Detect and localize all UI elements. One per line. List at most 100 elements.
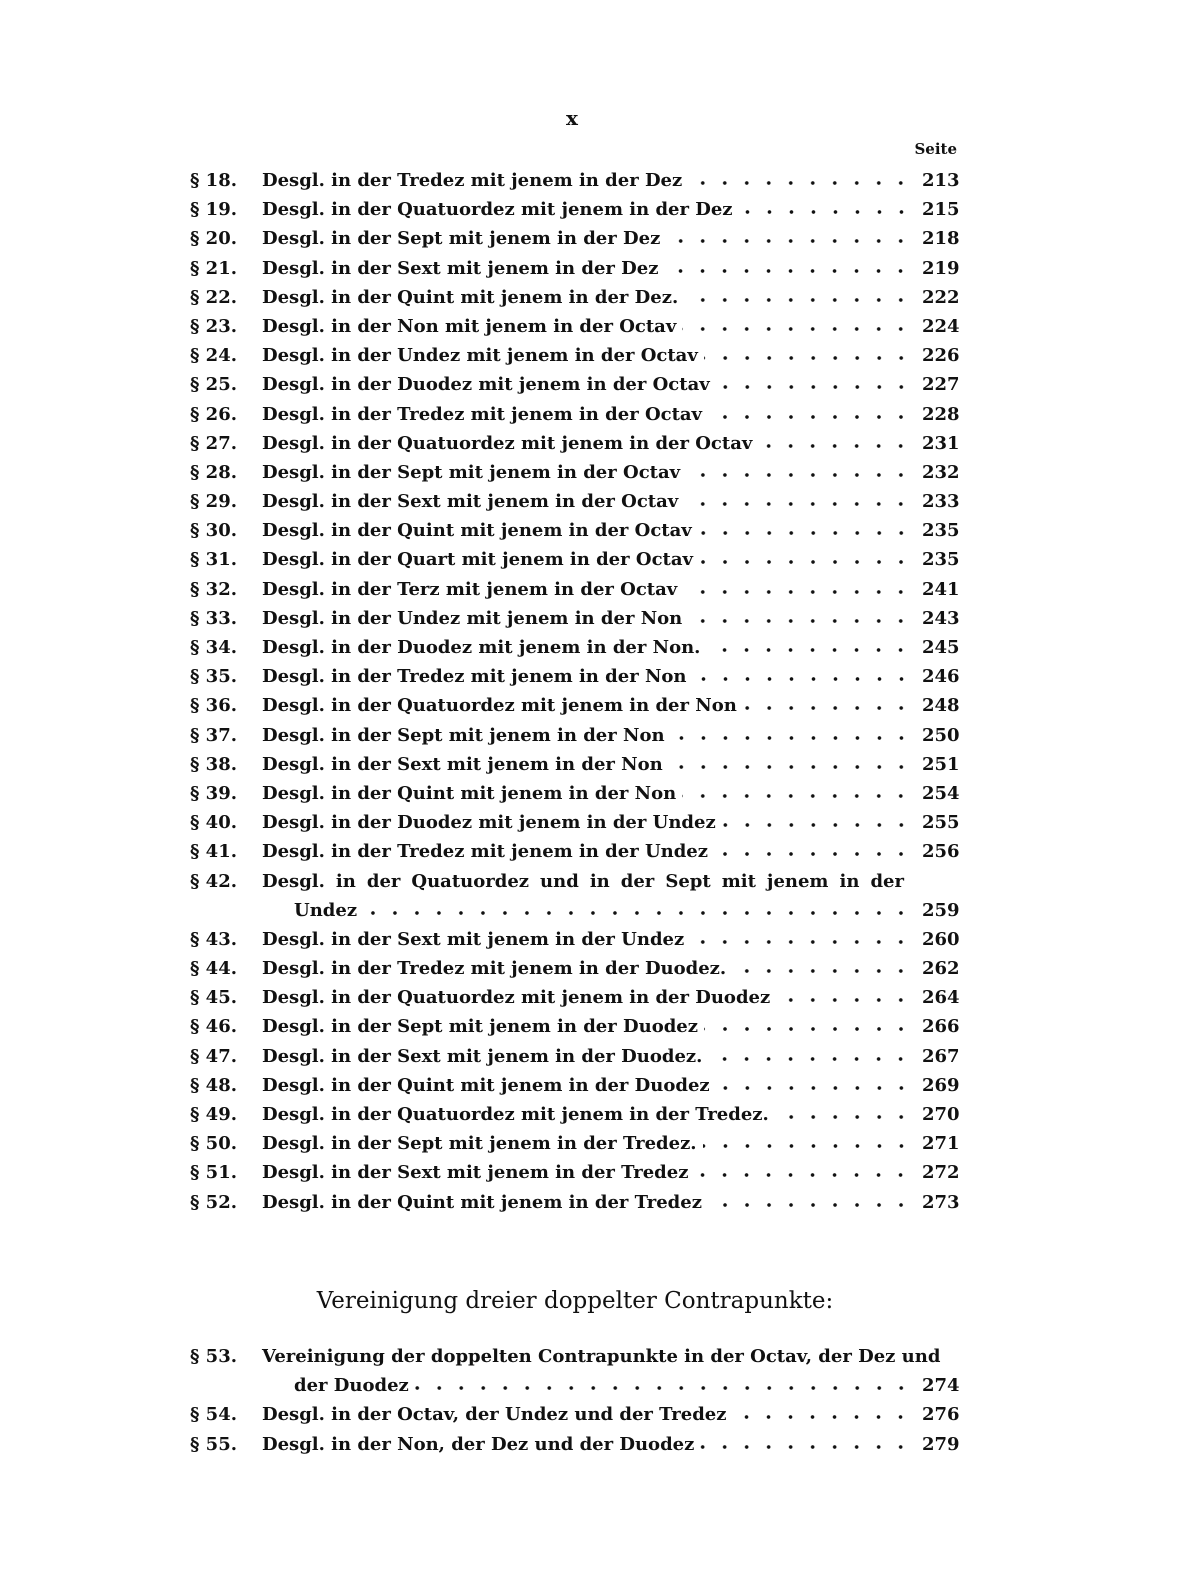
entry-title: Desgl. in der Sept mit jenem in der Tred… [262,1133,697,1155]
entry-title: Desgl. in der Undez mit jenem in der Non [262,607,683,629]
section-number: § 46. [190,1016,237,1038]
toc-entry: § 38. Desgl. in der Sext mit jenem in der… [190,750,960,779]
entry-title: Desgl. in der Tredez mit jenem in der Oc… [262,403,703,425]
toc-entry: § 29. Desgl. in der Sext mit jenem in der… [190,487,960,516]
section-number: § 41. [190,841,237,863]
dot-leader [363,909,912,916]
section-number: § 40. [190,812,237,834]
page-number-ref: 241 [922,578,960,600]
dot-leader [682,792,912,799]
page-number-ref: 266 [922,1016,960,1038]
entry-title: Desgl. in der Quint mit jenem in der Tre… [262,1191,702,1213]
page-number-ref: 273 [922,1191,960,1213]
dot-leader [686,471,912,478]
page-number-ref: 279 [922,1433,960,1455]
page-number-ref: 215 [922,199,960,221]
entry-title: Desgl. in der Non, der Dez und der Duode… [262,1433,695,1455]
toc-entry-continuation: der Duodez 274 [190,1371,960,1400]
page-number-ref: 276 [922,1404,960,1426]
page-number-ref: 227 [922,374,960,396]
dot-leader [703,355,912,362]
entry-title: Desgl. in der Quatuordez mit jenem in de… [262,1104,769,1125]
section-number: § 51. [190,1162,237,1184]
entry-title: Desgl. in der Quatuordez mit jenem in de… [262,695,737,717]
toc-entry: § 24. Desgl. in der Undez mit jenem in de… [190,341,960,370]
page-number-ref: 245 [922,637,960,658]
section-number: § 21. [190,257,237,279]
toc-entry: § 50. Desgl. in der Sept mit jenem in der… [190,1129,960,1158]
section-number: § 38. [190,753,237,775]
toc-entry: § 20. Desgl. in der Sept mit jenem in der… [190,224,960,253]
entry-title: Desgl. in der Quint mit jenem in der Oct… [262,520,692,542]
page-number-ref: 264 [922,987,960,1009]
dot-leader [683,588,912,595]
page-number: x [566,106,578,130]
entry-title: Desgl. in der Tredez mit jenem in der Un… [262,841,708,863]
toc-entry: § 22. Desgl. in der Quint mit jenem in de… [190,283,960,312]
entry-title: Desgl. in der Non mit jenem in der Octav [262,315,677,337]
dot-leader [715,384,912,391]
toc-entry: § 34. Desgl. in der Duodez mit jenem in d… [190,633,960,662]
toc-entry: § 44. Desgl. in der Tredez mit jenem in d… [190,954,960,983]
toc-entry: § 35. Desgl. in der Tredez mit jenem in d… [190,662,960,691]
section-heading: Vereinigung dreier doppelter Contrapunkt… [316,1288,834,1314]
section-number: § 19. [190,199,237,221]
section-number: § 18. [190,170,237,191]
dot-leader [692,676,912,683]
entry-title: Desgl. in der Duodez mit jenem in der No… [262,637,701,658]
entry-title-continuation: Undez [294,899,358,921]
section-number: § 55. [190,1433,237,1455]
dot-leader [738,209,912,216]
entry-title: Vereinigung der doppelten Contrapunkte i… [262,1346,941,1367]
dot-leader [668,763,912,770]
entry-title: Desgl. in der Sept mit jenem in der Dez [262,228,661,250]
dot-leader [682,325,912,332]
page-number-ref: 231 [922,432,960,454]
toc-entry: § 54. Desgl. in der Octav, der Undez und … [190,1400,960,1429]
dot-leader [688,180,912,186]
toc-entry: § 23. Desgl. in der Non mit jenem in der … [190,312,960,341]
entry-title: Desgl. in der Tredez mit jenem in der Du… [262,958,727,980]
entry-title: Desgl. in der Duodez mit jenem in der Un… [262,812,716,834]
dot-leader [688,617,912,624]
entry-title: Desgl. in der Octav, der Undez und der T… [262,1404,727,1426]
entry-title: Desgl. in der Quint mit jenem in der Dez… [262,286,679,308]
entry-title: Desgl. in der Quatuordez mit jenem in de… [262,987,771,1009]
section-number: § 28. [190,461,237,483]
dot-leader [700,1443,912,1450]
toc-entry: § 25. Desgl. in der Duodez mit jenem in d… [190,370,960,399]
dot-leader [708,1055,912,1062]
section-number: § 50. [190,1133,237,1155]
page-number-ref: 235 [922,520,960,542]
section-number: § 45. [190,987,237,1009]
section-number: § 27. [190,432,237,454]
entry-title: Desgl. in der Sept mit jenem in der Non [262,724,665,746]
entry-title: Desgl. in der Sext mit jenem in der Duod… [262,1045,703,1067]
entry-title: Desgl. in der Quart mit jenem in der Oct… [262,549,693,571]
page-number-ref: 270 [922,1104,960,1125]
page-number-ref: 269 [922,1074,960,1096]
section-number: § 29. [190,491,237,513]
dot-leader [707,1201,912,1208]
toc-entry: § 48. Desgl. in der Quint mit jenem in de… [190,1071,960,1100]
toc-entry: § 39. Desgl. in der Quint mit jenem in de… [190,779,960,808]
dot-leader [670,734,912,741]
toc-entry: § 19. Desgl. in der Quatuordez mit jenem … [190,195,960,224]
section-number: § 24. [190,345,237,367]
page-number-ref: 272 [922,1162,960,1184]
dot-leader [774,1114,912,1120]
section-number: § 37. [190,724,237,746]
section-number: § 49. [190,1104,237,1125]
page-number-ref: 274 [922,1375,960,1397]
dot-leader [703,1026,912,1033]
entry-title: Desgl. in der Sext mit jenem in der Dez [262,257,659,279]
toc-entry: § 53. Vereinigung der doppelten Contrapun… [190,1342,958,1371]
toc-list-bottom: § 53. Vereinigung der doppelten Contrapun… [190,1342,960,1459]
section-number: § 33. [190,607,237,629]
section-number: § 30. [190,520,237,542]
page-number-ref: 235 [922,549,960,571]
section-number: § 35. [190,666,237,688]
section-number: § 36. [190,695,237,717]
page-number-ref: 228 [922,403,960,425]
dot-leader [721,822,912,829]
